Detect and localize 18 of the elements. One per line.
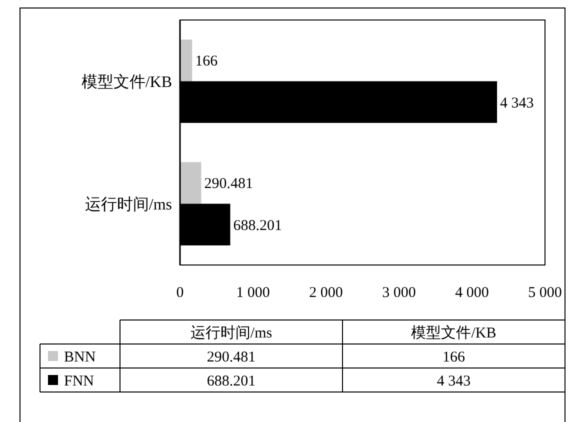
category-label: 模型文件/KB: [411, 325, 496, 342]
text: 290.481: [206, 349, 256, 366]
data-label: 688.201: [233, 218, 282, 234]
x-tick-label: 0: [176, 285, 184, 301]
x-tick-label: 1 000: [236, 285, 270, 301]
x-tick-label: 4 000: [455, 285, 489, 301]
x-tick-label: 5 000: [528, 285, 562, 301]
text: 166: [442, 349, 465, 366]
legend-label: BNN: [64, 349, 96, 366]
x-tick-label: 2 000: [309, 285, 343, 301]
data-label: 290.481: [204, 176, 253, 192]
data-label: 4 343: [500, 95, 534, 112]
category-label: 运行时间/ms: [190, 325, 272, 342]
x-tick-label: 3 000: [382, 285, 416, 301]
data-label: 166: [195, 54, 218, 70]
legend-label: FNN: [64, 373, 94, 390]
text: 688.201: [206, 373, 256, 390]
text: 4 343: [436, 373, 471, 390]
